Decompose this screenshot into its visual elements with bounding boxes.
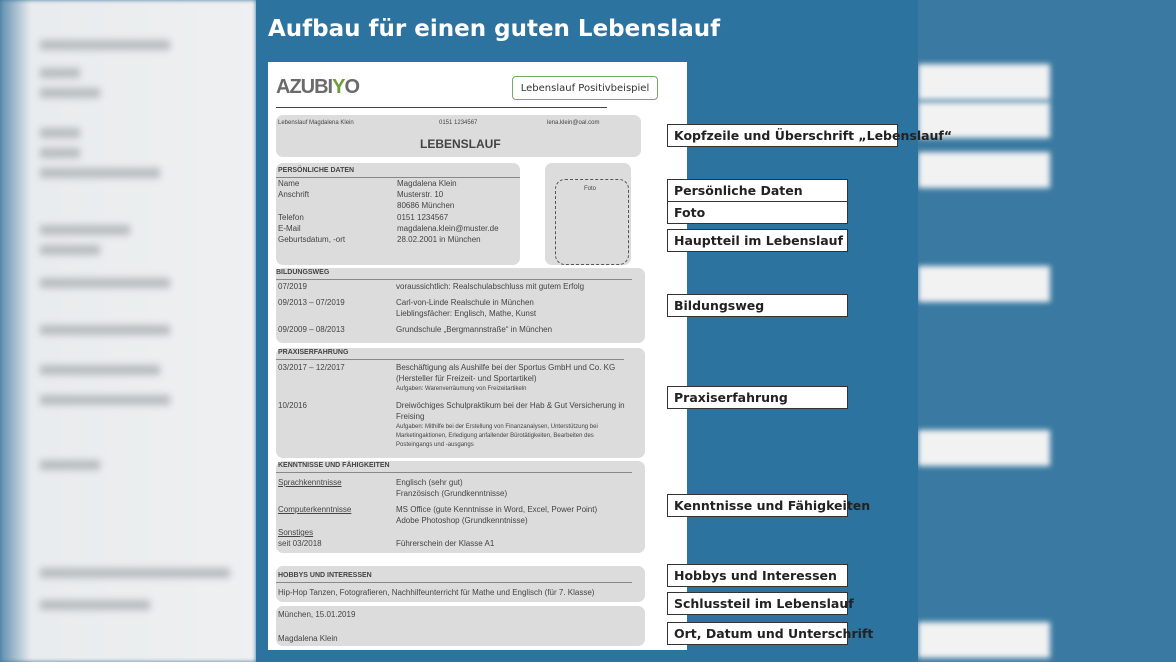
tasks: Aufgaben: Mithilfe bei der Erstellung vo… [396, 424, 598, 430]
header-section: Lebenslauf Magdalena Klein 0151 1234567 … [276, 115, 641, 157]
field-value: Magdalena Klein [397, 179, 457, 188]
field-value: 28.02.2001 in München [397, 235, 481, 244]
callout-label: Hobbys und Interessen [667, 564, 848, 587]
entry-detail: Lieblingsfächer: Englisch, Mathe, Kunst [396, 309, 537, 318]
section-heading: HOBBYS UND INTERESSEN [278, 572, 372, 579]
header-name: Lebenslauf Magdalena Klein [278, 120, 354, 126]
field-value: 0151 1234567 [397, 213, 449, 222]
field-label: E-Mail [278, 224, 301, 233]
hobbies-text: Hip-Hop Tanzen, Fotografieren, Nachhilfe… [278, 588, 595, 597]
callout-label: Schlussteil im Lebenslauf [667, 592, 854, 615]
entry: Grundschule „Bergmannstraße“ in München [396, 325, 553, 334]
field-label: Anschrift [278, 190, 310, 199]
header-email: lena.klein@oal.com [547, 120, 600, 126]
skill-category: Sonstiges [278, 528, 314, 537]
field-value: magdalena.klein@muster.de [397, 224, 499, 233]
field-label: Telefon [278, 213, 304, 222]
skills-section: KENNTNISSE UND FÄHIGKEITEN Sprachkenntni… [276, 461, 645, 553]
field-label: Name [278, 179, 300, 188]
skill: MS Office (gute Kenntnisse in Word, Exce… [396, 505, 598, 514]
divider [276, 107, 607, 108]
callout-label: Kenntnisse und Fähigkeiten [667, 494, 870, 517]
cv-heading: LEBENSLAUF [420, 137, 501, 151]
skill: Französisch (Grundkenntnisse) [396, 489, 508, 498]
date: 10/2016 [278, 401, 307, 410]
date: 09/2009 – 08/2013 [278, 325, 345, 334]
callout-label: Kopfzeile und Überschrift „Lebenslauf“ [667, 124, 952, 147]
skill: Adobe Photoshop (Grundkenntnisse) [396, 516, 528, 525]
page-title: Aufbau für einen guten Lebenslauf [268, 16, 721, 42]
date: 07/2019 [278, 282, 307, 291]
skill-category: Sprachkenntnisse [278, 478, 342, 487]
callout-label: Persönliche Daten [667, 179, 848, 202]
blurred-background-left [0, 0, 256, 662]
blurred-background-right [918, 0, 1176, 662]
section-heading: KENNTNISSE UND FÄHIGKEITEN [278, 462, 390, 469]
entry: Carl-von-Linde Realschule in München [396, 298, 534, 307]
section-heading: BILDUNGSWEG [276, 269, 330, 276]
photo-placeholder: Foto [555, 179, 629, 265]
signature: Magdalena Klein [278, 634, 338, 643]
field-value: 80686 München [397, 201, 455, 210]
date: 09/2013 – 07/2019 [278, 298, 345, 307]
positive-example-badge: Lebenslauf Positivbeispiel [512, 76, 658, 100]
field-label: Geburtsdatum, -ort [278, 235, 346, 244]
section-heading: PRAXISERFAHRUNG [278, 349, 349, 356]
azubiyo-logo: AZUBIYO [276, 76, 360, 98]
place-date: München, 15.01.2019 [278, 610, 356, 619]
callout-label: Ort, Datum und Unterschrift [667, 622, 873, 645]
tasks: Aufgaben: Warenverräumung von Freizeitar… [396, 386, 527, 392]
callout-label: Foto [667, 201, 848, 224]
skill: Englisch (sehr gut) [396, 478, 463, 487]
section-heading: PERSÖNLICHE DATEN [278, 167, 355, 174]
date: 03/2017 – 12/2017 [278, 363, 345, 372]
photo-label: Foto [584, 186, 597, 192]
callout-label: Hauptteil im Lebenslauf [667, 229, 848, 252]
field-value: Musterstr. 10 [397, 190, 444, 199]
entry: Beschäftigung als Aushilfe bei der Sport… [396, 363, 616, 372]
skill-date: seit 03/2018 [278, 539, 322, 548]
entry-detail: Freising [396, 412, 425, 421]
photo-section: Foto [545, 163, 631, 265]
tasks: Posteingangs und -ausgangs [396, 442, 474, 448]
cv-document: AZUBIYO Lebenslauf Positivbeispiel Leben… [268, 62, 687, 650]
skill-category: Computerkenntnisse [278, 505, 352, 514]
personal-data-section: PERSÖNLICHE DATEN Name Magdalena Klein Ans… [276, 163, 520, 265]
entry: voraussichtlich: Realschulabschluss mit … [396, 282, 585, 291]
tasks: Marketingaktionen, Erledigung anfallende… [396, 433, 594, 439]
hobbies-section: HOBBYS UND INTERESSEN Hip-Hop Tanzen, Fo… [276, 566, 645, 602]
header-phone: 0151 1234567 [439, 120, 478, 126]
entry: Dreiwöchiges Schulpraktikum bei der Hab … [396, 401, 625, 410]
closing-section: München, 15.01.2019 Magdalena Klein [276, 606, 645, 646]
education-section: BILDUNGSWEG 07/2019 voraussichtlich: Real… [276, 268, 645, 343]
callout-label: Praxiserfahrung [667, 386, 848, 409]
skill: Führerschein der Klasse A1 [396, 539, 495, 548]
callout-label: Bildungsweg [667, 294, 848, 317]
experience-section: PRAXISERFAHRUNG 03/2017 – 12/2017 Beschäf… [276, 348, 645, 458]
entry-detail: (Hersteller für Freizeit- und Sportartik… [396, 374, 537, 383]
